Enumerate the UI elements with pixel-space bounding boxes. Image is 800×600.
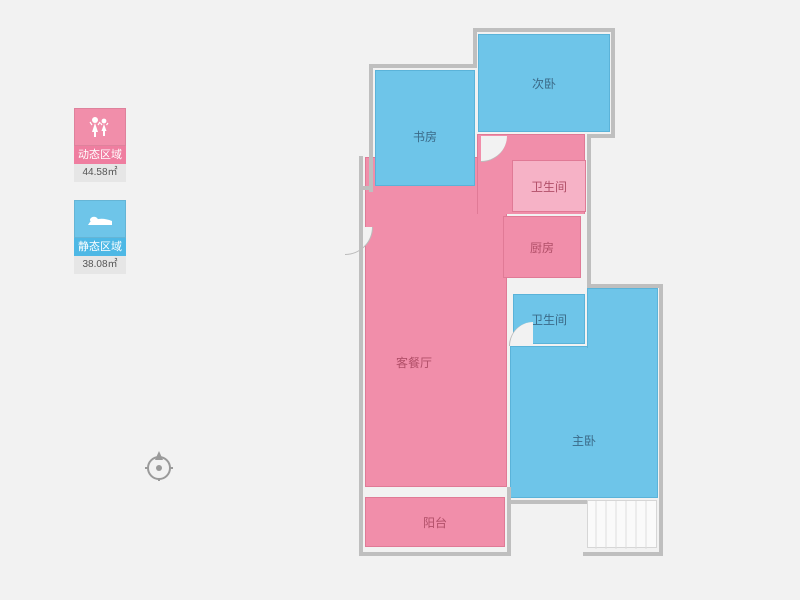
outer-wall-step4 [359,186,373,190]
outer-wall-top2 [473,28,615,32]
legend-static-label: 静态区域 [74,238,126,256]
outer-wall-top [369,64,477,68]
outer-wall-bottom [359,552,511,556]
legend-static: 静态区域 38.08㎡ [74,200,134,274]
legend-dynamic: 动态区域 44.58㎡ [74,108,134,182]
floor-plan: 客餐厅 书房 次卧 卫生间 厨房 卫生间 主卧 阳台 [305,22,665,577]
gap-strip [365,487,505,497]
legend-static-icon-box [74,200,126,238]
room-study-label: 书房 [413,128,437,145]
outer-wall-mid-bottom [507,500,587,504]
outer-wall-bottom2 [583,552,663,556]
compass-icon [142,448,176,482]
room-bedroom2-label: 次卧 [532,75,556,92]
room-balcony: 阳台 [365,497,505,547]
room-master-ext [587,288,658,348]
room-kitchen-label: 厨房 [530,239,554,256]
outer-wall-step2 [587,284,663,288]
room-bath1-label: 卫生间 [531,178,567,195]
room-living-label: 客餐厅 [396,354,432,371]
outer-wall-step1 [587,134,615,138]
legend-dynamic-icon-box [74,108,126,146]
outer-wall-right [611,28,615,136]
outer-wall-mid-bottom-v [507,487,511,555]
room-study: 书房 [375,70,475,186]
sleep-icon [86,208,114,230]
outer-wall-left [359,156,363,556]
people-icon [87,114,113,140]
room-bedroom2: 次卧 [478,34,610,132]
outer-wall-right2 [587,134,591,286]
room-master: 主卧 [510,346,658,498]
room-master-label: 主卧 [572,432,596,449]
outer-wall-step3 [473,28,477,68]
room-bath2-label: 卫生间 [531,311,567,328]
floor-strip [587,500,657,548]
outer-wall-left2 [369,64,373,192]
room-kitchen: 厨房 [503,216,581,278]
room-bath1: 卫生间 [512,160,586,212]
room-balcony-label: 阳台 [423,514,447,531]
legend-static-value: 38.08㎡ [74,256,126,274]
legend-dynamic-value: 44.58㎡ [74,164,126,182]
legend-dynamic-label: 动态区域 [74,146,126,164]
outer-wall-right3 [659,284,663,554]
